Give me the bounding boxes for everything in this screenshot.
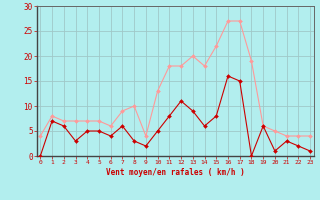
X-axis label: Vent moyen/en rafales ( km/h ): Vent moyen/en rafales ( km/h ) <box>106 168 244 177</box>
